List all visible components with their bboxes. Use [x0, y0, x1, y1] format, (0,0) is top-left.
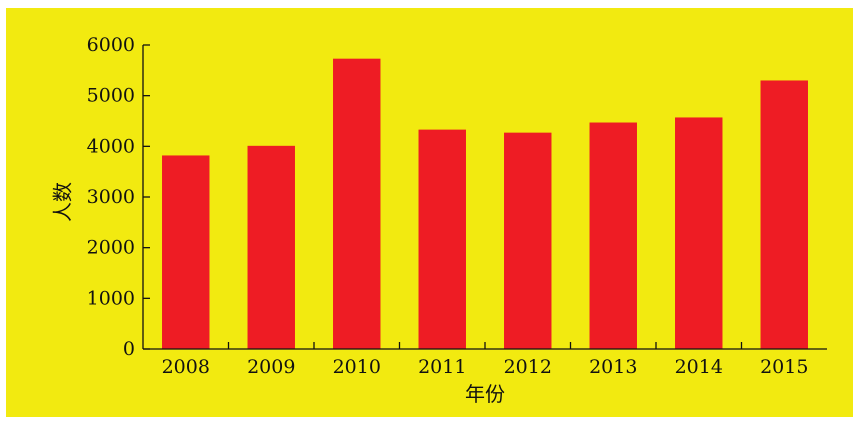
- y-axis-title: 人数: [51, 182, 75, 222]
- x-tick-label-2013: 2013: [589, 356, 637, 378]
- y-tick-label-4000: 4000: [87, 135, 135, 157]
- y-tick-label-1000: 1000: [87, 287, 135, 309]
- labels-layer: 0 1000 2000 3000 4000 5000 6000 2008 2009 2010 201…: [87, 34, 809, 378]
- y-tick-label-3000: 3000: [87, 186, 135, 208]
- bar-2014: [675, 117, 723, 349]
- bars-layer: [162, 58, 808, 350]
- bar-2012: [504, 132, 552, 349]
- x-tick-label-2015: 2015: [760, 356, 808, 378]
- x-tick-label-2010: 2010: [333, 356, 381, 378]
- y-tick-label-6000: 6000: [87, 34, 135, 56]
- y-tick-label-5000: 5000: [87, 85, 135, 107]
- bar-chart: 0 1000 2000 3000 4000 5000 6000 2008 2009 2010 201…: [6, 8, 853, 417]
- x-axis-title: 年份: [465, 382, 505, 406]
- y-tick-label-0: 0: [123, 338, 135, 360]
- bar-2011: [418, 129, 466, 349]
- bar-2013: [589, 122, 637, 350]
- x-tick-label-2012: 2012: [504, 356, 552, 378]
- chart-panel: 0 1000 2000 3000 4000 5000 6000 2008 2009 2010 201…: [6, 8, 853, 417]
- x-tick-label-2009: 2009: [247, 356, 295, 378]
- bar-2015: [760, 80, 808, 349]
- y-tick-label-2000: 2000: [87, 237, 135, 259]
- x-tick-label-2008: 2008: [162, 356, 210, 378]
- bar-2008: [162, 155, 210, 349]
- bar-2009: [247, 145, 295, 349]
- x-tick-label-2014: 2014: [675, 356, 723, 378]
- axes-layer: [142, 44, 827, 350]
- bar-2010: [333, 58, 381, 350]
- x-tick-label-2011: 2011: [418, 356, 466, 378]
